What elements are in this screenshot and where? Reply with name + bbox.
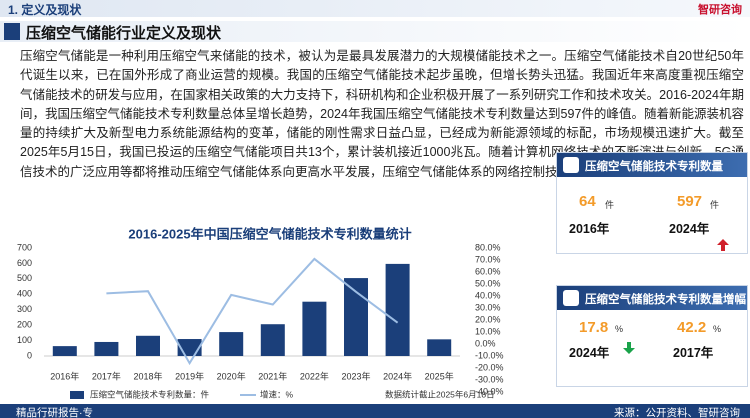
y2-tick-label: -30.0% <box>475 374 504 384</box>
y-tick-label: 0 <box>27 350 32 360</box>
panel-value: 17.8 <box>579 319 609 336</box>
page-title: 压缩空气储能行业定义及现状 <box>26 25 222 42</box>
bar <box>52 346 77 356</box>
bar <box>136 335 160 356</box>
footer-left: 精品行研报告·专 <box>16 407 93 418</box>
y2-tick-label: 30.0% <box>475 302 501 312</box>
panel: 压缩空气储能技术专利数量 64 件 2016年 597 件 2024年 <box>556 152 748 254</box>
bar <box>385 263 410 356</box>
x-tick-label: 2018年 <box>133 370 162 381</box>
bar <box>94 341 119 356</box>
y2-tick-label: 70.0% <box>475 254 501 264</box>
y2-tick-label: -20.0% <box>475 362 504 372</box>
legend-label: 增速：% <box>260 389 294 399</box>
x-tick-label: 2021年 <box>258 370 287 381</box>
footer-bar <box>0 404 750 418</box>
y2-tick-label: 50.0% <box>475 278 501 288</box>
panel-icon <box>563 290 579 306</box>
y2-tick-label: 0.0% <box>475 338 496 348</box>
y-tick-label: 600 <box>17 258 32 268</box>
panel-year: 2016年 <box>569 222 610 236</box>
chart-title: 2016-2025年中国压缩空气储能技术专利数量统计 <box>128 226 411 241</box>
panel-unit: % <box>615 324 624 334</box>
line <box>106 257 399 366</box>
panel-unit: % <box>713 324 722 334</box>
legend-swatch <box>70 391 84 399</box>
y2-tick-label: 60.0% <box>475 266 501 276</box>
panel-value: 64 <box>579 193 596 210</box>
y-tick-label: 300 <box>17 304 32 314</box>
y2-tick-label: -40.0% <box>475 386 504 396</box>
y2-tick-label: 20.0% <box>475 314 501 324</box>
body-text: 压缩空气储能是一种利用压缩空气来储能的技术，被认为是最具发展潜力的大规模储能技术… <box>20 49 744 179</box>
up-arrow <box>717 239 729 251</box>
y-tick-label: 200 <box>17 320 32 330</box>
title-icon <box>4 23 20 40</box>
panel: 压缩空气储能技术专利数量增幅 17.8 % 2024年 42.2 % 2017年 <box>556 285 748 387</box>
y-tick-label: 700 <box>17 242 32 252</box>
bar <box>302 301 327 356</box>
panel-value: 597 <box>677 193 703 210</box>
x-tick-label: 2025年 <box>425 370 454 381</box>
x-tick-label: 2019年 <box>175 370 204 381</box>
x-tick-label: 2024年 <box>383 370 412 381</box>
panel-header: 压缩空气储能技术专利数量增幅 <box>557 286 747 310</box>
section-label: 1. 定义及现状 <box>8 3 82 17</box>
y2-tick-label: 40.0% <box>475 290 501 300</box>
bar <box>344 278 368 356</box>
x-tick-label: 2020年 <box>217 370 246 381</box>
panel-title: 压缩空气储能技术专利数量增幅 <box>585 294 746 306</box>
bar <box>427 339 452 356</box>
y-tick-label: 100 <box>17 335 32 345</box>
panel-header: 压缩空气储能技术专利数量 <box>557 153 747 177</box>
x-tick-label: 2017年 <box>92 370 121 381</box>
panel-unit: 件 <box>710 200 720 210</box>
panel-year: 2024年 <box>669 222 710 236</box>
bar <box>260 324 285 356</box>
bar <box>219 332 244 356</box>
x-tick-label: 2022年 <box>300 370 329 381</box>
logo: 智研咨询 <box>698 4 742 16</box>
x-tick-label: 2023年 <box>341 370 370 381</box>
y-tick-label: 500 <box>17 273 32 283</box>
panel-year: 2017年 <box>673 346 714 360</box>
legend-label: 压缩空气储能技术专利数量：件 <box>90 389 210 399</box>
y2-tick-label: -10.0% <box>475 350 504 360</box>
title-bar <box>0 21 750 42</box>
y-tick-label: 400 <box>17 289 32 299</box>
chart-note: 数据统计截止2025年6月18日 <box>385 389 495 399</box>
x-tick-label: 2016年 <box>50 370 79 381</box>
panel-year: 2024年 <box>569 346 610 360</box>
header-bar <box>0 0 750 17</box>
panel-value: 42.2 <box>677 319 707 336</box>
panel-title: 压缩空气储能技术专利数量 <box>585 161 723 173</box>
y2-tick-label: 80.0% <box>475 242 501 252</box>
panel-unit: 件 <box>605 200 615 210</box>
chart: 2016-2025年中国压缩空气储能技术专利数量统计 数据统计截止2025年6月… <box>17 226 504 399</box>
down-arrow <box>623 342 635 354</box>
panel-icon <box>563 157 579 173</box>
footer-source: 来源：公开资料、智研咨询 <box>614 407 740 418</box>
y2-tick-label: 10.0% <box>475 326 501 336</box>
